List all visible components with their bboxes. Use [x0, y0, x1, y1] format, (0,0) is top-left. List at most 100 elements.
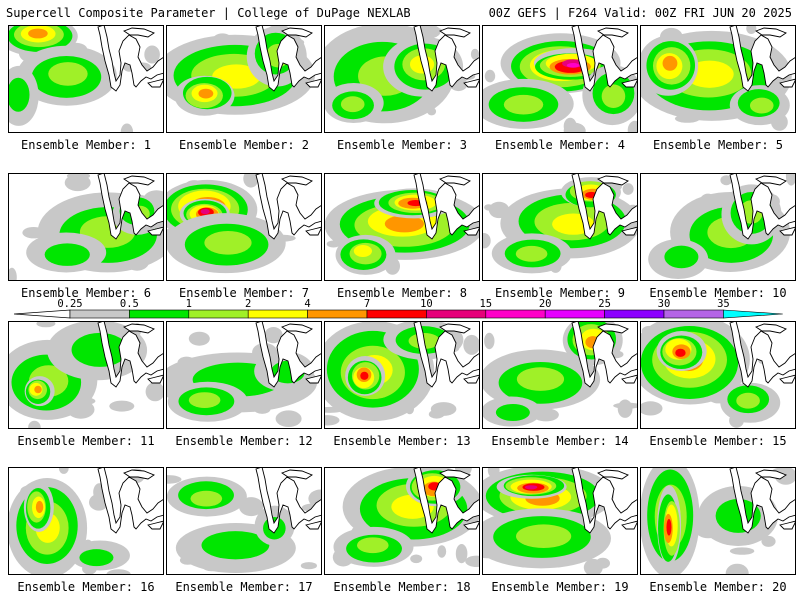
- colorbar-tick-label: 0.25: [57, 298, 82, 310]
- ensemble-member-panel: Ensemble Member: 16: [8, 467, 164, 594]
- great-lakes-outline: [97, 25, 164, 92]
- great-lakes-outline: [97, 467, 164, 534]
- great-lakes-outline: [571, 173, 638, 240]
- colorbar-tick-label: 4: [304, 298, 310, 310]
- scp-map: [640, 467, 796, 575]
- scp-map: [8, 321, 164, 429]
- colorbar-tick-label: 1: [186, 298, 192, 310]
- ensemble-member-label: Ensemble Member: 13: [333, 434, 471, 448]
- great-lakes-outline: [255, 173, 322, 240]
- great-lakes-outline: [255, 25, 322, 92]
- colorbar-segment: [307, 309, 368, 319]
- map-title: Supercell Composite Parameter | College …: [6, 6, 411, 20]
- scp-map: [166, 321, 322, 429]
- ensemble-member-label: Ensemble Member: 14: [491, 434, 629, 448]
- ensemble-member-label: Ensemble Member: 17: [175, 580, 313, 594]
- colorbar-segment: [366, 309, 427, 319]
- ensemble-member-label: Ensemble Member: 3: [336, 138, 468, 152]
- ensemble-member-label: Ensemble Member: 10: [649, 286, 787, 300]
- ensemble-member-panel: Ensemble Member: 17: [166, 467, 322, 594]
- scp-map: [166, 25, 322, 133]
- ensemble-member-label: Ensemble Member: 8: [336, 286, 468, 300]
- ensemble-member-label: Ensemble Member: 1: [20, 138, 152, 152]
- colorbar-tick-label: 0.5: [120, 298, 139, 310]
- scp-map: [8, 173, 164, 281]
- colorbar-segment: [663, 309, 724, 319]
- ensemble-member-panel: Ensemble Member: 11: [8, 321, 164, 448]
- colorbar-tick-label: 7: [364, 298, 370, 310]
- colorbar-tick-label: 30: [658, 298, 671, 310]
- scp-map: [324, 467, 480, 575]
- scp-shading: [8, 321, 164, 429]
- scp-map: [166, 173, 322, 281]
- colorbar-segment: [129, 309, 190, 319]
- ensemble-member-label: Ensemble Member: 2: [178, 138, 310, 152]
- ensemble-member-panel: Ensemble Member: 19: [482, 467, 638, 594]
- scp-map: [640, 173, 796, 281]
- scp-shading: [8, 467, 145, 575]
- great-lakes-outline: [413, 467, 480, 534]
- colorbar-segment: [69, 309, 130, 319]
- scp-map: [482, 25, 638, 133]
- scp-shading: [166, 173, 296, 274]
- ensemble-member-panel: Ensemble Member: 1: [8, 25, 164, 152]
- ensemble-member-label: Ensemble Member: 7: [178, 286, 310, 300]
- ensemble-member-label: Ensemble Member: 11: [17, 434, 155, 448]
- colorbar-segment: [188, 309, 249, 319]
- scp-map: [640, 25, 796, 133]
- ensemble-member-panel: Ensemble Member: 20: [640, 467, 796, 594]
- colorbar-tick-label: 2: [245, 298, 251, 310]
- ensemble-member-label: Ensemble Member: 5: [652, 138, 784, 152]
- great-lakes-outline: [97, 173, 164, 240]
- colorbar-tick-label: 20: [539, 298, 552, 310]
- colorbar-tick-label: 15: [479, 298, 492, 310]
- colorbar-segment: [604, 309, 665, 319]
- colorbar-segment: [247, 309, 308, 319]
- scp-map: [324, 321, 480, 429]
- great-lakes-outline: [413, 25, 480, 92]
- ensemble-member-panel: Ensemble Member: 13: [324, 321, 480, 448]
- ensemble-member-panel: Ensemble Member: 9: [482, 173, 638, 300]
- colorbar-segment: [426, 309, 487, 319]
- ensemble-member-panel: Ensemble Member: 8: [324, 173, 480, 300]
- colorbar-segment: [544, 309, 605, 319]
- great-lakes-outline: [571, 467, 638, 534]
- scp-map: [324, 25, 480, 133]
- ensemble-member-label: Ensemble Member: 6: [20, 286, 152, 300]
- ensemble-member-label: Ensemble Member: 20: [649, 580, 787, 594]
- scp-shading: [166, 475, 322, 573]
- great-lakes-outline: [97, 321, 164, 388]
- ensemble-member-panel: Ensemble Member: 4: [482, 25, 638, 152]
- great-lakes-outline: [413, 173, 480, 240]
- great-lakes-outline: [729, 467, 796, 534]
- scp-map: [482, 321, 638, 429]
- scp-shading: [640, 321, 781, 428]
- great-lakes-outline: [413, 321, 480, 388]
- scp-shading: [8, 25, 160, 133]
- ensemble-member-panel: Ensemble Member: 7: [166, 173, 322, 300]
- great-lakes-outline: [729, 321, 796, 388]
- colorbar-tick-label: 35: [717, 298, 730, 310]
- ensemble-member-label: Ensemble Member: 4: [494, 138, 626, 152]
- scp-map: [482, 173, 638, 281]
- scp-map: [8, 25, 164, 133]
- ensemble-member-panel: Ensemble Member: 5: [640, 25, 796, 152]
- color-scale-legend: 0.25 0.5 1 2 4 7 10 15 20 25 30 35: [14, 298, 783, 319]
- ensemble-member-label: Ensemble Member: 16: [17, 580, 155, 594]
- great-lakes-outline: [571, 321, 638, 388]
- scp-shading: [482, 33, 638, 133]
- ensemble-member-label: Ensemble Member: 15: [649, 434, 787, 448]
- colorbar-segment: [485, 309, 546, 319]
- scp-map: [482, 467, 638, 575]
- ensemble-member-panel: Ensemble Member: 15: [640, 321, 796, 448]
- ensemble-member-label: Ensemble Member: 9: [494, 286, 626, 300]
- great-lakes-outline: [729, 173, 796, 240]
- ensemble-member-panel: Ensemble Member: 10: [640, 173, 796, 300]
- ensemble-member-label: Ensemble Member: 12: [175, 434, 313, 448]
- colorbar-low-end: [14, 309, 71, 319]
- ensemble-member-panel: Ensemble Member: 3: [324, 25, 480, 152]
- colorbar-tick-label: 25: [598, 298, 611, 310]
- great-lakes-outline: [255, 321, 322, 388]
- scp-shading: [482, 467, 614, 575]
- run-valid-time: 00Z GEFS | F264 Valid: 00Z FRI JUN 20 20…: [488, 6, 792, 20]
